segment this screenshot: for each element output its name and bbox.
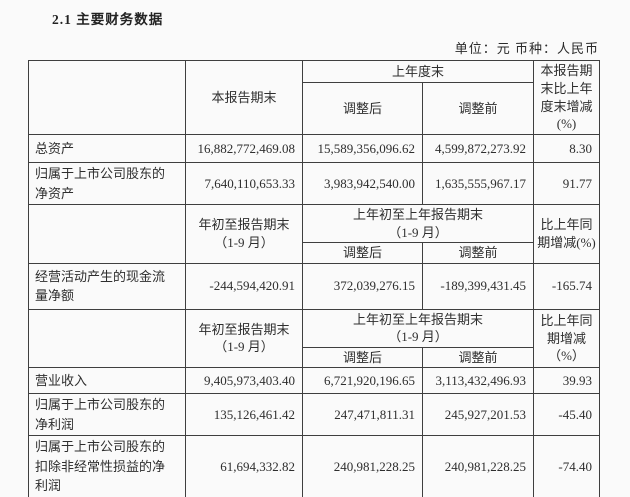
header-prior-year-end: 上年度末 [301, 60, 535, 83]
section-title: 2.1 主要财务数据 [52, 12, 164, 27]
cell-adjusted: 3,983,942,540.00 [302, 162, 423, 205]
header-row-adjustment-3: 调整后 调整前 [29, 346, 600, 369]
cell-adjusted: 247,471,811.31 [302, 393, 423, 437]
cell-before: 3,113,432,496.93 [421, 367, 535, 395]
cell-adjusted: 240,981,228.25 [302, 435, 423, 497]
financial-table-wrapper: 单位：元 币种：人民币 本报告期末 上年度末 本报告期 末比上年 度末增减 (%… [28, 38, 601, 497]
header-row-ytd-income: 年初至报告期末 （1-9 月） 上年初至上年报告期末 （1-9 月） 比上年同 … [28, 308, 601, 369]
header-change-vs-prior-period: 比上年同 期增减(%) [533, 204, 601, 264]
cell-before: 1,635,555,967.17 [421, 162, 535, 205]
cell-current: 61,694,332.82 [185, 435, 303, 497]
header-adjusted-before-1: 调整前 [421, 82, 535, 135]
table-row-net-profit: 归属于上市公司股东的 净利润 135,126,461.42 247,471,81… [28, 393, 601, 437]
row-label: 归属于上市公司股东的 净资产 [28, 162, 186, 205]
cell-before: 4,599,872,273.92 [421, 134, 535, 163]
header-empty-cell [28, 60, 186, 135]
header-adjusted-after-1: 调整后 [302, 82, 423, 135]
cell-adjusted: 6,721,920,196.65 [302, 367, 423, 395]
header-adjusted-before-2: 调整前 [421, 242, 535, 264]
header-ytd-prior-period: 上年初至上年报告期末 （1-9 月） [301, 308, 535, 348]
header-adjusted-after-3: 调整后 [302, 346, 423, 369]
cell-current: 9,405,973,403.40 [185, 367, 303, 395]
header-row-year-end: 本报告期末 上年度末 本报告期 末比上年 度末增减 (%) [28, 60, 601, 135]
report-page: 2.1 主要财务数据 单位：元 币种：人民币 本报告期末 上年度末 本报告期 末… [0, 8, 630, 497]
row-label: 归属于上市公司股东的 扣除非经常性损益的净 利润 [28, 435, 186, 497]
cell-change: 8.30 [533, 134, 601, 163]
header-adjusted-before-3: 调整前 [421, 346, 535, 369]
cell-before: 240,981,228.25 [421, 435, 535, 497]
row-label: 营业收入 [28, 367, 186, 395]
table-row-operating-cashflow: 经营活动产生的现金流 量净额 -244,594,420.91 372,039,2… [28, 262, 601, 310]
row-label: 经营活动产生的现金流 量净额 [28, 262, 186, 310]
header-change-vs-prior-year-end: 本报告期 末比上年 度末增减 (%) [533, 60, 601, 135]
header-current-period-end: 本报告期末 [185, 60, 303, 135]
header-adjusted-after-2: 调整后 [302, 242, 423, 264]
table-row-operating-revenue: 营业收入 9,405,973,403.40 6,721,920,196.65 3… [28, 367, 601, 395]
unit-currency-note: 单位：元 币种：人民币 [454, 41, 599, 56]
header-empty-cell [28, 308, 186, 369]
header-ytd-prior-period: 上年初至上年报告期末 （1-9 月） [301, 203, 535, 244]
table-row-net-assets: 归属于上市公司股东的 净资产 7,640,110,653.33 3,983,94… [28, 162, 601, 205]
table-row-deducted-net-profit: 归属于上市公司股东的 扣除非经常性损益的净 利润 61,694,332.82 2… [28, 435, 601, 497]
cell-change: -45.40 [533, 393, 601, 437]
row-label: 总资产 [28, 134, 186, 163]
header-change-vs-prior-period: 比上年同 期增减 （%） [533, 308, 601, 369]
header-row-ytd-cashflow: 年初至报告期末 （1-9 月） 上年初至上年报告期末 （1-9 月） 比上年同 … [28, 203, 601, 264]
cell-current: 135,126,461.42 [185, 393, 303, 437]
cell-adjusted: 15,589,356,096.62 [302, 134, 423, 163]
cell-before: -189,399,431.45 [421, 262, 535, 310]
header-ytd-current-period: 年初至报告期末 （1-9 月） [185, 204, 303, 264]
row-label: 归属于上市公司股东的 净利润 [28, 393, 186, 437]
cell-current: 16,882,772,469.08 [185, 134, 303, 163]
header-row-adjustment-1: 调整后 调整前 [29, 82, 600, 135]
cell-change: 91.77 [533, 162, 601, 205]
cell-change: -165.74 [533, 262, 601, 310]
cell-adjusted: 372,039,276.15 [302, 262, 423, 310]
header-ytd-current-period: 年初至报告期末 （1-9 月） [185, 308, 303, 369]
cell-current: -244,594,420.91 [185, 262, 303, 310]
financial-data-table: 本报告期末 上年度末 本报告期 末比上年 度末增减 (%) 调整后 调整前 总资… [28, 60, 601, 497]
cell-change: -74.40 [533, 435, 601, 497]
header-empty-cell [28, 204, 186, 264]
cell-change: 39.93 [533, 367, 601, 395]
table-row-total-assets: 总资产 16,882,772,469.08 15,589,356,096.62 … [28, 134, 601, 163]
cell-before: 245,927,201.53 [421, 393, 535, 437]
cell-current: 7,640,110,653.33 [185, 162, 303, 205]
